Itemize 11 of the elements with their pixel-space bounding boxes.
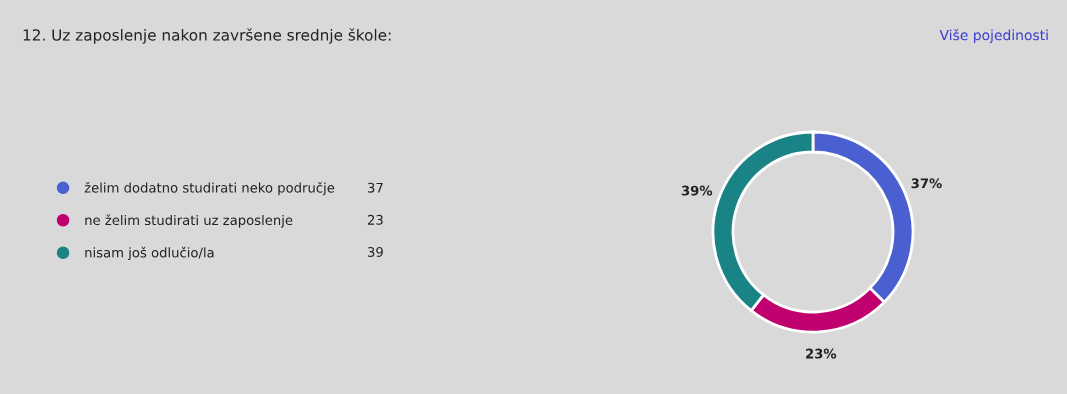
text: Više pojedinosti: [939, 29, 1048, 43]
chart-title: 12. Uz zaposlenje nakon završene srednje škole:: [23, 28, 391, 44]
data-label: 23%: [806, 348, 837, 359]
text: 37: [368, 182, 383, 193]
text: 23: [367, 214, 383, 225]
legend-label: ne želim studirati uz zaposlenje: [85, 214, 293, 228]
legend-label: nisam još odlučio/la: [85, 246, 214, 261]
data-label: 39%: [681, 185, 713, 196]
data-label: 37%: [911, 178, 942, 189]
text: 39: [368, 246, 383, 257]
legend-label: želim dodatno studirati neko područje: [84, 181, 335, 196]
